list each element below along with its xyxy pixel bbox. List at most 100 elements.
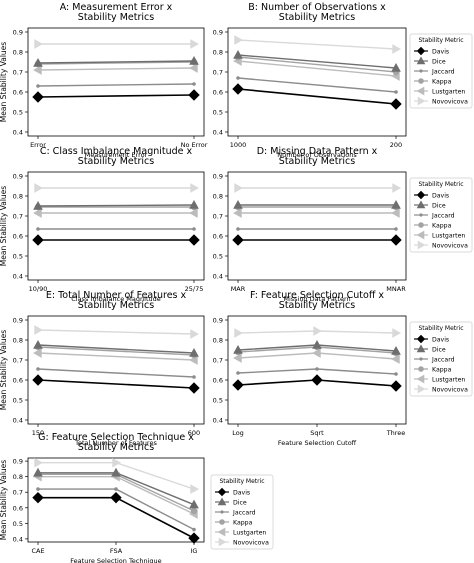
legend-label: Novovicova — [432, 386, 468, 393]
data-point-novovicova — [392, 44, 402, 54]
data-point-dice — [312, 339, 322, 349]
series-line-jaccard — [37, 83, 195, 87]
x-axis-label: Feature Selection Cutoff — [278, 439, 357, 447]
data-point-jaccard — [394, 372, 398, 376]
legend-label: Jaccard — [431, 356, 455, 363]
y-tick-label: 0.7 — [213, 69, 223, 77]
y-tick-label: 0.9 — [13, 173, 23, 181]
y-tick-label: 0.7 — [213, 213, 223, 221]
legend-label: Jaccard — [232, 509, 256, 516]
y-tick-label: 0.8 — [213, 337, 223, 345]
legend-marker-dice — [416, 56, 426, 65]
legend-label: Dice — [432, 58, 446, 65]
series-line-novovicova — [237, 39, 397, 50]
legend-box — [409, 33, 473, 109]
data-point-lustgarten — [390, 354, 400, 364]
y-tick-label: 0.5 — [213, 253, 223, 261]
data-point-davis — [32, 234, 44, 246]
x-tick-label: MAR — [231, 285, 246, 293]
data-point-davis — [188, 234, 200, 246]
legend-label: Dice — [233, 499, 247, 506]
y-tick-label: 0.9 — [13, 317, 23, 325]
y-tick-label: 0.9 — [13, 458, 23, 466]
data-point-jaccard — [236, 227, 240, 231]
y-tick-label: 0.6 — [13, 504, 23, 512]
series-line-kappa — [237, 56, 397, 73]
data-point-davis — [32, 374, 44, 386]
x-tick-label: MNAR — [386, 285, 406, 293]
data-point-davis — [32, 491, 44, 504]
x-axis-label: Number of Observations — [277, 151, 357, 159]
data-point-davis — [188, 89, 200, 101]
legend-marker-novovicova — [417, 96, 426, 106]
y-tick-label: 0.8 — [13, 473, 23, 481]
legend-marker-davis — [217, 487, 227, 497]
data-point-lustgarten — [232, 208, 242, 218]
data-point-dice — [33, 467, 43, 477]
data-point-jaccard — [192, 227, 196, 231]
x-axis-label: Class Imbalance Magnitude — [71, 295, 161, 303]
x-tick-label: CAE — [31, 547, 44, 555]
data-point-jaccard — [192, 82, 196, 86]
data-point-novovicova — [234, 328, 244, 338]
legend-label: Lustgarten — [233, 529, 266, 536]
data-point-novovicova — [313, 326, 323, 336]
data-point-novovicova — [190, 39, 200, 49]
data-point-jaccard — [36, 367, 40, 371]
data-point-novovicova — [34, 39, 44, 49]
data-point-davis — [390, 380, 402, 392]
x-axis-label: Total Number of Features — [74, 439, 157, 447]
legend-label: Lustgarten — [432, 88, 465, 95]
chart-title-line: B: Number of Observations x — [248, 2, 386, 13]
data-point-dice — [111, 467, 121, 477]
legend-label: Novovicova — [432, 242, 468, 249]
x-tick-label: IG — [191, 547, 198, 555]
y-tick-label: 0.9 — [213, 29, 223, 37]
legend-box — [409, 177, 473, 253]
y-tick-label: 0.6 — [213, 233, 223, 241]
legend-marker-davis — [416, 334, 426, 344]
data-point-jaccard — [114, 487, 118, 491]
legend-label: Davis — [432, 192, 449, 199]
data-point-kappa — [190, 507, 198, 515]
x-tick-label: Sqrt — [310, 429, 324, 437]
legend: Stability Metric Davis Dice Jaccard Kappa Lus… — [409, 177, 473, 253]
y-tick-label: 0.5 — [213, 397, 223, 405]
series-line-kappa — [37, 61, 195, 65]
data-point-davis — [311, 374, 323, 386]
y-tick-label: 0.9 — [213, 317, 223, 325]
legend-marker-kappa — [418, 222, 424, 228]
series-line-davis — [37, 379, 195, 389]
series-line-jaccard — [237, 77, 397, 93]
plot-frame — [27, 27, 205, 137]
data-point-dice — [233, 199, 243, 209]
chart-title-line: G: Feature Selection Technique x — [38, 432, 194, 443]
series-line-novovicova — [37, 329, 195, 335]
legend-label: Novovicova — [233, 539, 269, 546]
x-tick-label: 1000 — [230, 141, 247, 149]
series-line-davis — [237, 88, 397, 105]
data-point-dice — [391, 62, 401, 72]
legend-marker-lustgarten — [416, 86, 425, 96]
legend-label: Davis — [233, 489, 250, 496]
series-line-jaccard — [37, 368, 195, 378]
y-tick-label: 0.6 — [13, 377, 23, 385]
legend-label: Kappa — [432, 366, 452, 373]
legend-marker-lustgarten — [416, 374, 425, 384]
data-point-jaccard — [192, 527, 196, 532]
legend-marker-jaccard — [419, 213, 423, 217]
x-axis-label: Feature Selection Technique — [70, 557, 161, 563]
data-point-novovicova — [190, 183, 200, 193]
legend-marker-dice — [217, 497, 227, 506]
x-tick-label: 25/75 — [185, 285, 204, 293]
y-tick-label: 0.9 — [13, 29, 23, 37]
legend-title: Stability Metric — [418, 325, 463, 332]
y-axis-label: Mean Stability Values — [0, 42, 8, 122]
plot-frame — [27, 315, 205, 425]
data-point-lustgarten — [32, 208, 42, 218]
legend-label: Novovicova — [432, 98, 468, 105]
legend-marker-jaccard — [419, 357, 423, 361]
